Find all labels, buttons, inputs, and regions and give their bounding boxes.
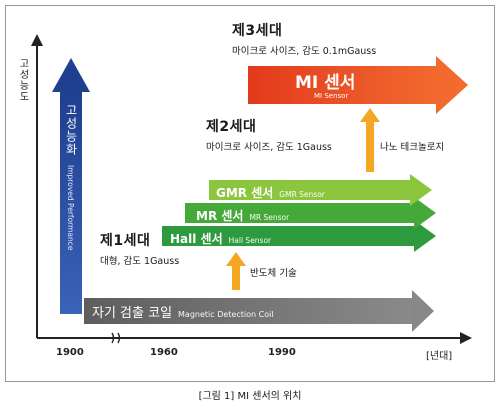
- nano-tech-label: 나노 테크놀로지: [380, 142, 445, 153]
- gen2-desc: 마이크로 사이즈, 감도 1Gauss: [206, 142, 332, 153]
- year-1990: 1990: [268, 347, 296, 358]
- year-1960: 1960: [150, 347, 178, 358]
- gen3-title: 제3세대: [232, 23, 283, 39]
- coil-arrow: [84, 290, 434, 332]
- hall-sensor-arrow: [162, 220, 436, 252]
- x-axis-unit: [년대]: [426, 351, 453, 362]
- nano-enabler-arrow: [360, 108, 380, 172]
- year-1900: 1900: [56, 347, 84, 358]
- y-axis-arrowhead: [31, 34, 43, 46]
- gmr-sensor-label-ko: GMR 센서: [216, 186, 274, 200]
- coil-label: 자기 검출 코일 Magnetic Detection Coil: [92, 302, 274, 321]
- gmr-sensor-arrow: [209, 174, 432, 206]
- mi-sensor-label-ko: MI 센서: [295, 73, 356, 93]
- mr-sensor-label-ko: MR 센서: [196, 209, 244, 223]
- improved-performance-label-en: Improved Performance: [66, 165, 75, 251]
- hall-sensor-label-en: Hall Sensor: [228, 236, 272, 245]
- improved-performance-label: 고성능화: [64, 104, 78, 156]
- gen1-desc: 대형, 감도 1Gauss: [100, 256, 180, 267]
- mr-sensor-label: MR 센서 MR Sensor: [196, 205, 289, 224]
- hall-sensor-label: Hall 센서 Hall Sensor: [170, 228, 271, 247]
- coil-label-en: Magnetic Detection Coil: [178, 310, 274, 319]
- gmr-sensor-label-en: GMR Sensor: [279, 190, 325, 199]
- mr-sensor-arrow: [185, 197, 436, 229]
- improved-performance-arrow: [52, 58, 90, 314]
- mi-sensor-arrow: [248, 56, 468, 114]
- coil-label-ko: 자기 검출 코일: [92, 306, 173, 321]
- hall-sensor-label-ko: Hall 센서: [170, 232, 223, 246]
- y-axis-label: 고성능도: [17, 58, 28, 102]
- semiconductor-enabler-arrow: [226, 252, 246, 290]
- figure-caption: [그림 1] MI 센서의 위치: [198, 391, 302, 402]
- mi-sensor-label: MI 센서: [295, 68, 355, 93]
- axis-break-mark: [111, 332, 121, 344]
- mr-sensor-label-en: MR Sensor: [249, 213, 290, 222]
- x-axis-arrowhead: [460, 332, 472, 344]
- semiconductor-tech-label: 반도체 기술: [250, 268, 297, 279]
- gen1-title: 제1세대: [100, 233, 151, 249]
- gen3-desc: 마이크로 사이즈, 감도 0.1mGauss: [232, 46, 377, 57]
- gen2-title: 제2세대: [206, 119, 257, 135]
- mi-sensor-label-en: MI Sensor: [314, 92, 349, 100]
- gmr-sensor-label: GMR 센서 GMR Sensor: [216, 182, 325, 201]
